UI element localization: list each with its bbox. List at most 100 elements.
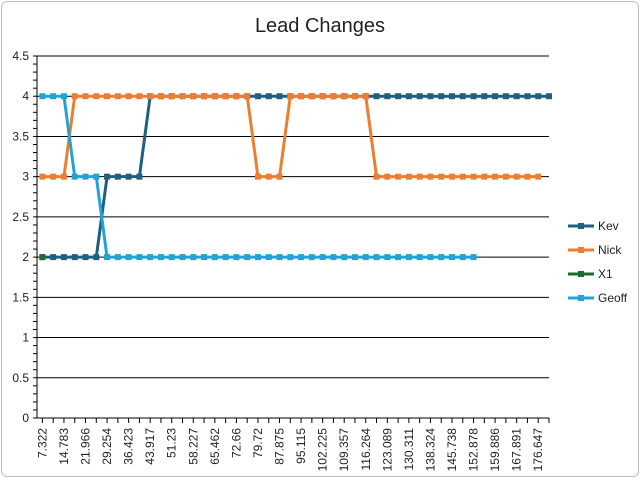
y-tick-label: 4.5 [12,49,29,63]
data-point [502,173,509,180]
data-point [373,173,380,180]
data-point [362,254,369,261]
data-point [308,93,315,100]
data-point [276,93,283,100]
data-point [265,93,272,100]
data-point [147,93,154,100]
y-tick-label: 3.5 [12,129,29,143]
data-point [136,173,143,180]
x-tick-label: 102.225 [316,428,330,472]
data-point [104,254,111,261]
chart-title: Lead Changes [255,15,385,37]
x-tick-label: 51.23 [165,428,179,458]
data-point [114,173,121,180]
x-tick-label: 43.917 [143,428,157,465]
data-point [416,173,423,180]
data-point [60,173,67,180]
y-tick-label: 0 [22,411,29,425]
data-point [222,254,229,261]
data-point [438,254,445,261]
data-point [438,173,445,180]
data-point [448,173,455,180]
data-point [459,173,466,180]
data-point [395,254,402,261]
data-point [190,93,197,100]
data-point [481,93,488,100]
data-point [254,93,261,100]
data-point [125,93,132,100]
data-point [513,173,520,180]
data-point [546,93,552,100]
data-point [136,93,143,100]
data-point [448,254,455,261]
legend-marker [578,247,584,253]
x-tick-label: 21.966 [79,428,93,465]
data-point [201,254,208,261]
series-nick [39,93,542,180]
data-point [524,93,531,100]
data-point [341,93,348,100]
data-point [276,254,283,261]
data-point [470,93,477,100]
y-tick-label: 0.5 [12,371,29,385]
data-point [351,93,358,100]
data-point [319,254,326,261]
x-axis: 7.322 14.783 21.966 29.254 36.423 43.917 51.23… [35,417,550,472]
y-tick-label: 1 [22,331,29,345]
data-point [405,93,412,100]
data-point [244,254,251,261]
data-point [395,173,402,180]
data-point [254,254,261,261]
data-point [384,254,391,261]
legend-label: Geoff [598,291,628,305]
data-point [168,93,175,100]
legend-label: X1 [598,267,613,281]
data-point [362,93,369,100]
data-point [395,93,402,100]
data-point [50,173,57,180]
data-point [513,93,520,100]
data-point [427,93,434,100]
data-point [287,93,294,100]
data-point [211,254,218,261]
data-point [373,93,380,100]
data-point [330,93,337,100]
data-point [244,93,251,100]
data-point [179,254,186,261]
series-x1 [39,254,46,261]
data-point [524,173,531,180]
data-point [125,173,132,180]
legend: Kev Nick X1 Geoff [568,219,628,305]
data-point [93,254,100,261]
y-tick-label: 4 [22,89,29,103]
data-point [147,254,154,261]
legend-item-geoff: Geoff [568,291,628,305]
legend-marker [578,271,584,277]
data-point [330,254,337,261]
x-tick-label: 95.115 [294,428,308,464]
data-point [50,93,57,100]
data-point [104,173,111,180]
x-tick-label: 72.66 [229,428,243,458]
data-point [168,254,175,261]
data-point [373,254,380,261]
data-point [71,254,78,261]
data-point [502,93,509,100]
data-point [39,254,46,261]
data-point [427,254,434,261]
data-point [82,254,89,261]
data-point [470,254,477,261]
data-point [114,93,121,100]
gridlines [37,55,549,379]
y-tick-label: 2 [22,250,29,264]
data-point [308,254,315,261]
x-tick-label: 109.357 [337,428,351,472]
data-point [416,254,423,261]
legend-marker [578,223,584,229]
data-point [481,173,488,180]
data-point [157,254,164,261]
data-point [265,173,272,180]
data-point [233,254,240,261]
